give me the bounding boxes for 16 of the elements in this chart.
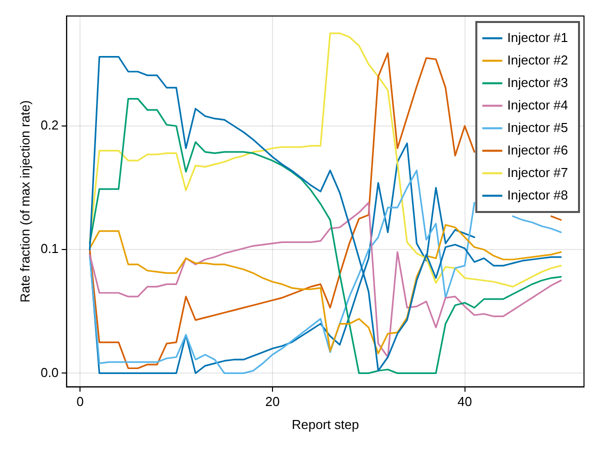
x-axis-title: Report step: [292, 416, 359, 432]
legend-label: Injector #6: [507, 142, 568, 158]
x-tick-label: 40: [458, 394, 472, 410]
legend-label: Injector #5: [507, 120, 568, 135]
x-tick-label: 20: [265, 394, 280, 410]
legend-label: Injector #8: [507, 187, 568, 202]
legend-label: Injector #7: [507, 164, 568, 180]
legend-label: Injector #3: [507, 74, 568, 90]
x-tick-label: 0: [76, 394, 84, 410]
y-axis-title: Rate fraction (of max injection rate): [17, 100, 32, 303]
legend-label: Injector #4: [507, 97, 568, 112]
y-tick-label: 0.0: [40, 364, 59, 380]
legend-label: Injector #1: [507, 30, 568, 45]
y-tick-label: 0.1: [40, 241, 59, 256]
y-tick-label: 0.2: [40, 118, 59, 133]
legend-label: Injector #2: [507, 52, 568, 68]
